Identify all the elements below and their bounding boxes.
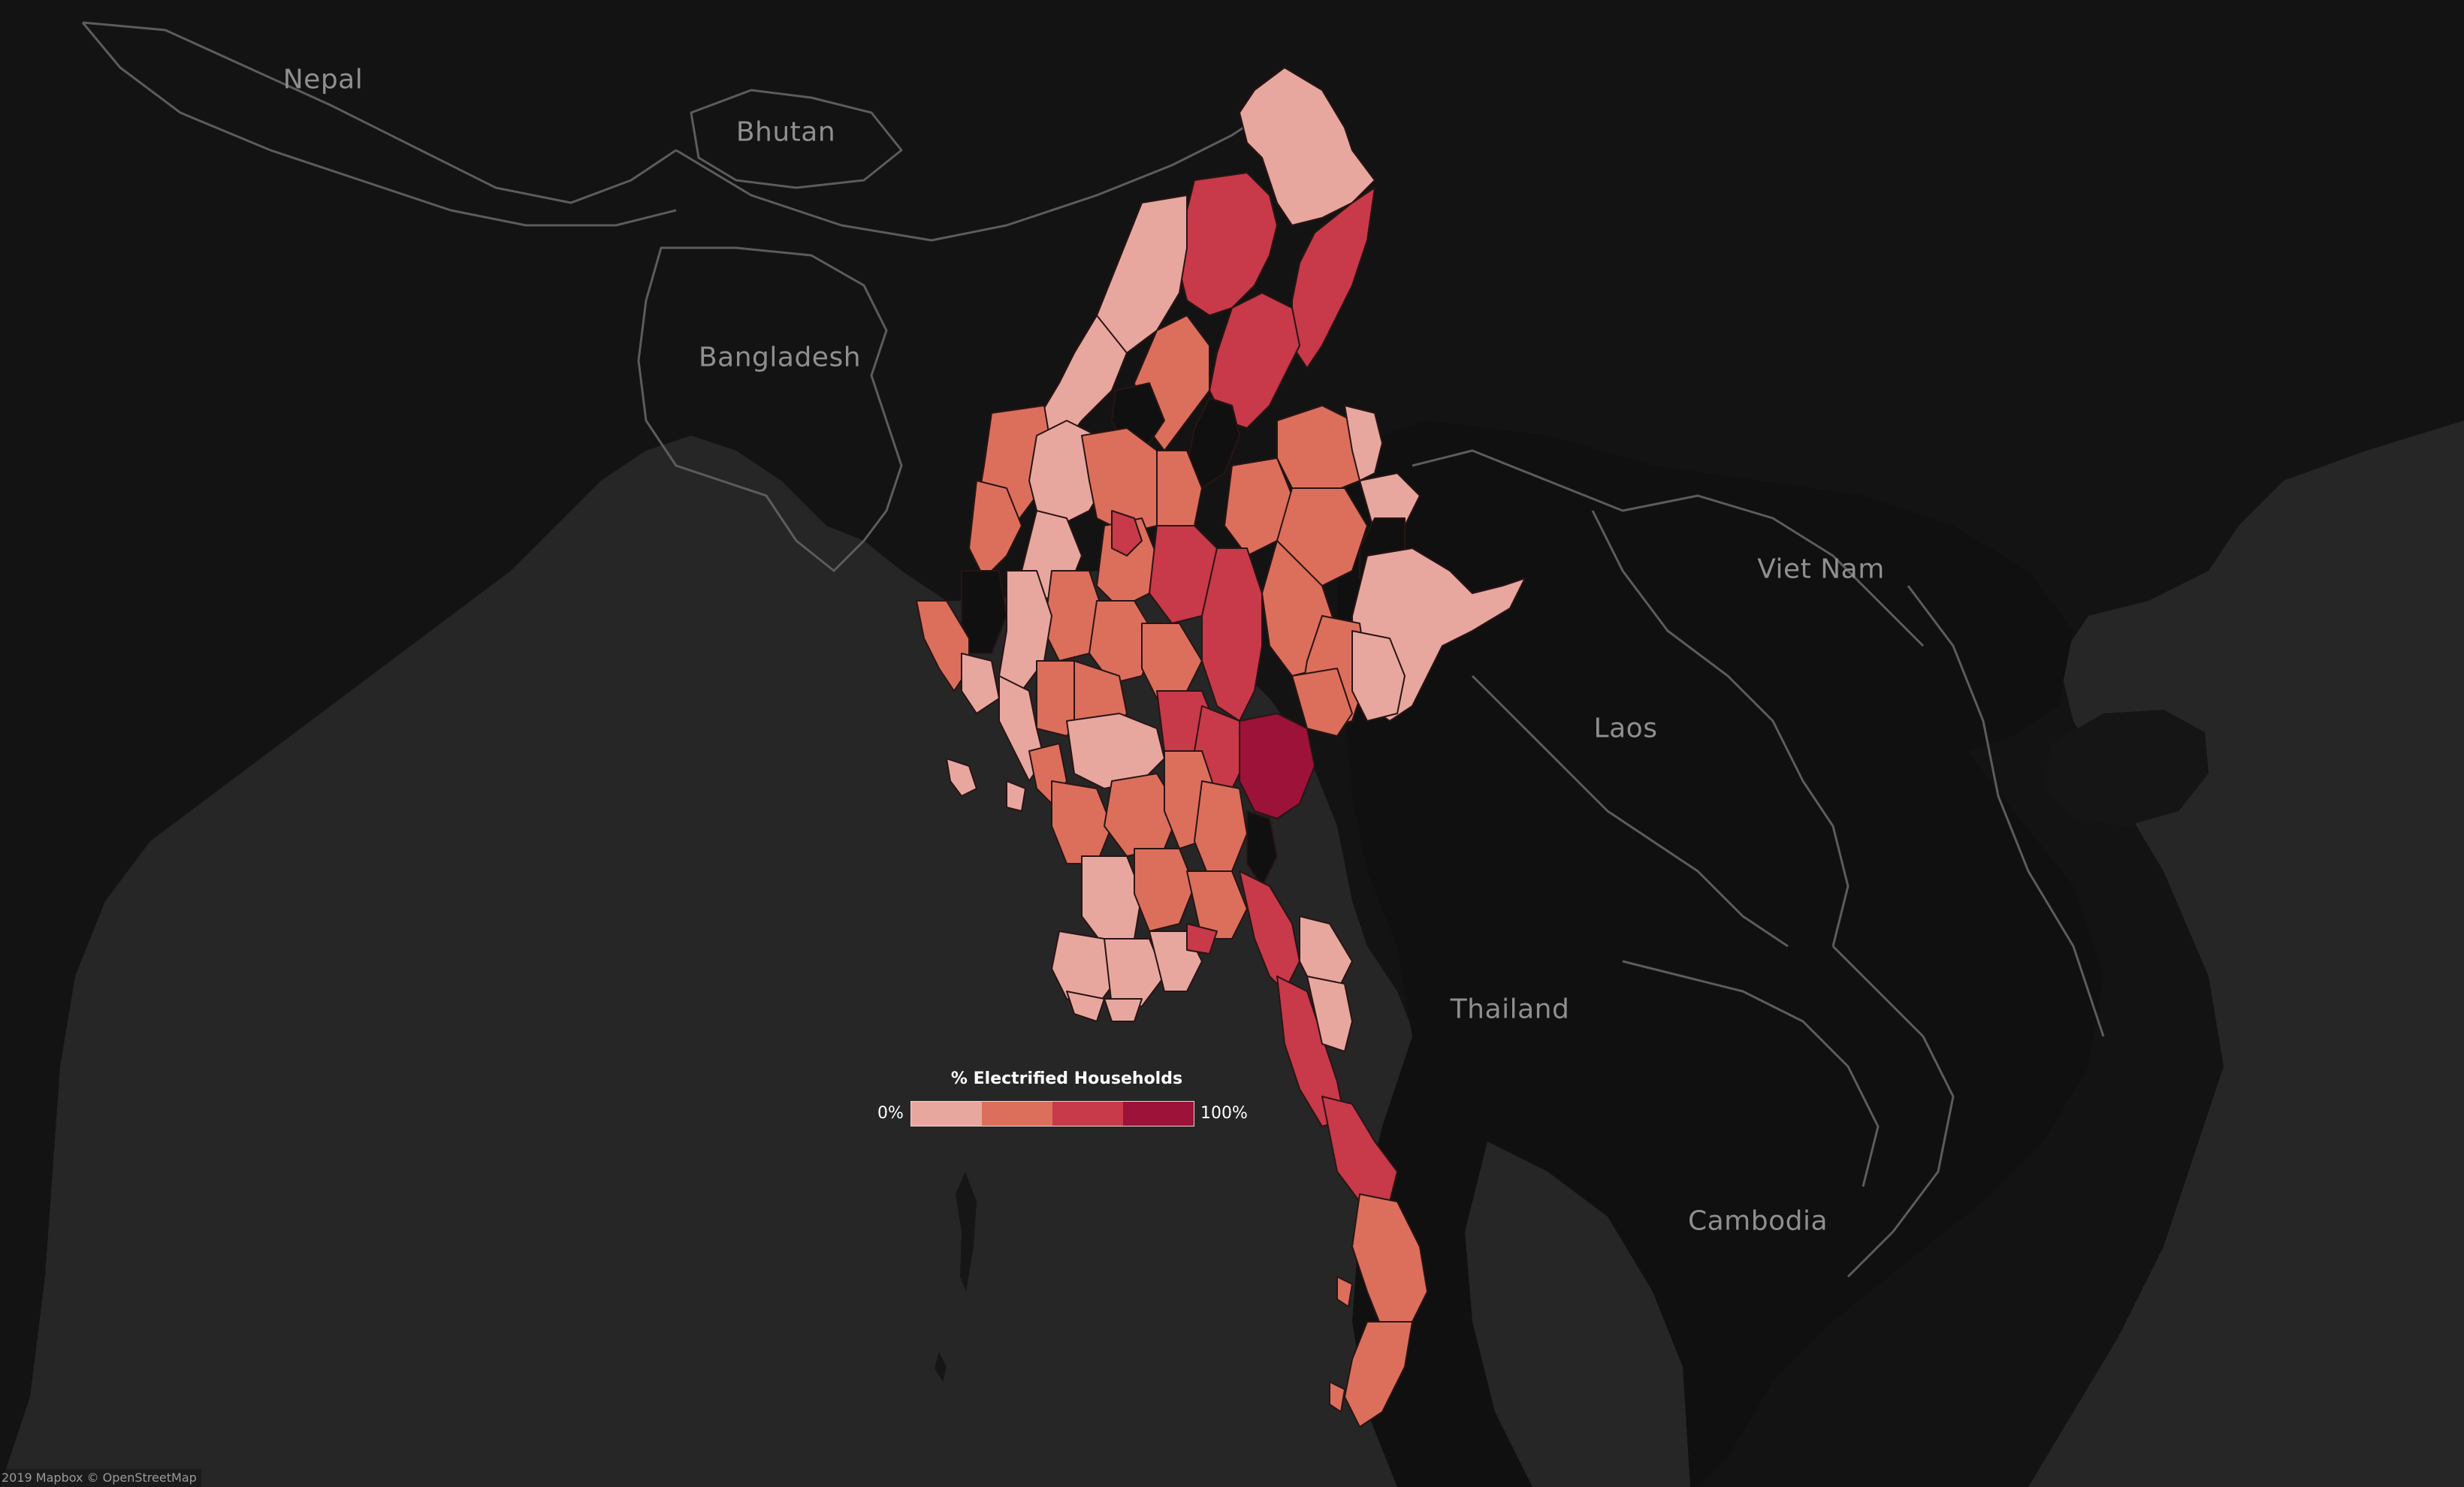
country-label-bhutan: Bhutan — [735, 116, 836, 148]
legend-min-label: 0% — [877, 1104, 904, 1123]
legend-swatch — [1052, 1102, 1123, 1126]
region-polygon — [1344, 405, 1383, 481]
region-polygon — [1006, 780, 1026, 812]
hainan-island — [2043, 710, 2209, 826]
region-polygon — [1306, 976, 1353, 1052]
region-polygon — [1186, 397, 1240, 489]
nicobar-islands — [935, 1352, 947, 1382]
region-polygon — [1186, 923, 1218, 955]
region-polygon — [968, 480, 1022, 579]
region-polygon — [1066, 991, 1105, 1022]
legend-title: % Electrified Households — [950, 1069, 1183, 1088]
region-polygon — [1291, 668, 1353, 737]
country-label-bangladesh: Bangladesh — [698, 342, 862, 373]
border-vietnam-coast — [1907, 585, 2105, 1037]
border-northeast-india — [675, 104, 1278, 242]
border-bhutan — [690, 89, 903, 189]
gulf-of-thailand — [1465, 1142, 1690, 1487]
region-polygon — [1104, 938, 1165, 1007]
country-label-thailand: Thailand — [1450, 994, 1570, 1025]
region-polygon — [1104, 998, 1143, 1022]
color-legend: % Electrified Households 0% 100% — [871, 1069, 1262, 1130]
region-polygon — [1134, 848, 1195, 932]
region-polygon — [1329, 1381, 1345, 1413]
region-polygon — [946, 758, 977, 797]
region-polygon — [1246, 810, 1278, 887]
country-label-nepal: Nepal — [282, 64, 364, 95]
border-laos-vietnam — [1591, 510, 1850, 947]
border-bangladesh — [637, 246, 903, 572]
legend-color-ramp — [910, 1101, 1194, 1127]
region-polygon — [1239, 67, 1375, 226]
region-polygon — [1209, 292, 1300, 429]
legend-swatch — [911, 1102, 982, 1126]
legend-swatch — [1123, 1102, 1194, 1126]
map-attribution[interactable]: 2019 Mapbox © OpenStreetMap — [0, 1469, 201, 1487]
border-cambodia-vietnam — [1831, 945, 1955, 1278]
region-polygon — [1239, 713, 1315, 819]
region-polygon — [1201, 547, 1263, 722]
country-label-laos: Laos — [1593, 713, 1658, 744]
region-polygon — [1351, 630, 1406, 722]
region-polygon — [1336, 1276, 1353, 1308]
legend-max-label: 100% — [1200, 1104, 1248, 1123]
border-nepal — [82, 21, 677, 204]
country-label-viet-nam: Viet Nam — [1757, 553, 1885, 585]
region-polygon — [961, 653, 1000, 714]
region-polygon — [1291, 187, 1375, 369]
region-polygon — [1089, 600, 1158, 684]
andaman-islands — [956, 1172, 977, 1292]
legend-swatch — [982, 1102, 1052, 1126]
border-nepal-south — [81, 22, 677, 227]
region-polygon — [1239, 870, 1300, 992]
border-china-laos — [1412, 449, 1925, 647]
region-polygon — [961, 570, 1007, 654]
country-label-cambodia: Cambodia — [1687, 1205, 1828, 1237]
region-polygon — [1344, 1321, 1413, 1428]
region-polygon — [1321, 1096, 1398, 1202]
bay-of-bengal-north — [586, 481, 856, 608]
region-polygon — [1066, 713, 1165, 789]
border-thailand-cambodia — [1622, 960, 1880, 1187]
region-polygon — [1111, 510, 1143, 556]
country-borders — [81, 21, 2105, 1278]
myanmar-choropleth — [916, 67, 1526, 1428]
border-laos-thailand — [1471, 674, 1789, 948]
